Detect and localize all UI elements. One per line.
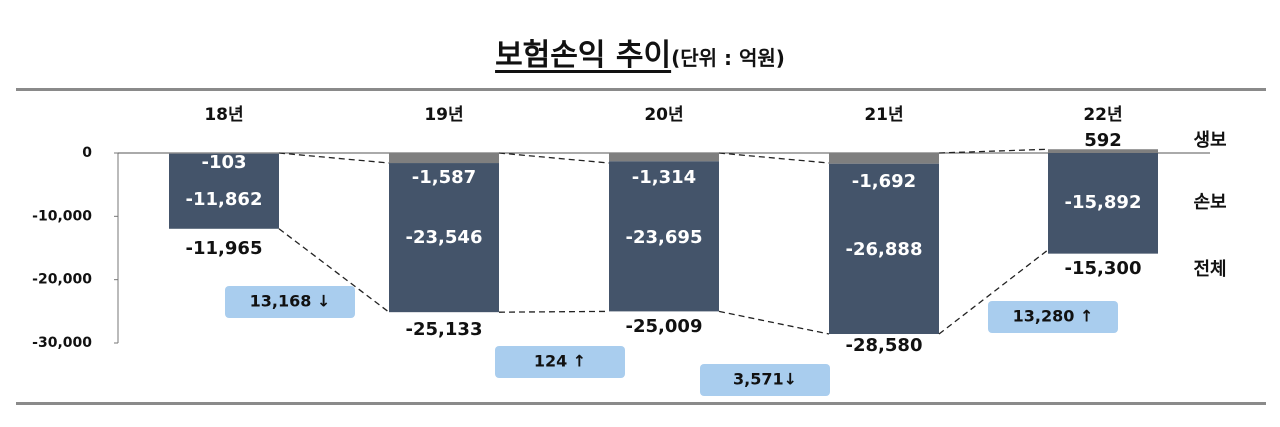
data-label-total: -15,300	[1065, 258, 1142, 279]
bar-life	[829, 153, 939, 164]
data-label-life: 592	[1084, 130, 1122, 151]
change-callout-label: 13,168 ↓	[250, 292, 331, 311]
data-label-total: -11,965	[186, 238, 263, 259]
bar-life	[169, 153, 279, 154]
bar-nonlife	[829, 163, 939, 335]
data-label-nonlife: -15,892	[1065, 192, 1142, 213]
bottom-rule	[16, 402, 1266, 405]
bar-life	[1048, 149, 1158, 153]
change-callout-label: 13,280 ↑	[1013, 307, 1094, 326]
chart-title: 보험손익 추이(단위 : 억원)	[0, 30, 1280, 74]
data-label-total: -25,133	[406, 319, 483, 340]
data-label-life: -1,314	[632, 167, 696, 188]
change-callout-label: 3,571↓	[733, 370, 797, 389]
change-callout	[495, 346, 625, 378]
bar-nonlife	[1048, 153, 1158, 254]
category-label: 18년	[204, 105, 243, 125]
change-callout	[700, 364, 830, 396]
category-label: 21년	[864, 105, 903, 125]
series-label: 손보	[1193, 192, 1226, 213]
data-label-nonlife: -26,888	[846, 239, 923, 260]
data-label-nonlife: -11,862	[186, 189, 263, 210]
bar-life	[609, 153, 719, 162]
data-label-nonlife: -23,695	[626, 227, 703, 248]
data-label-life: -1,587	[412, 167, 476, 188]
bar-life	[389, 153, 499, 164]
connector-line	[278, 152, 390, 164]
data-label-life: -103	[201, 152, 246, 173]
category-label: 19년	[424, 105, 463, 125]
bar-nonlife	[389, 163, 499, 313]
series-label: 전체	[1193, 259, 1226, 280]
data-label-nonlife: -23,546	[406, 227, 483, 248]
category-label: 22년	[1083, 105, 1122, 125]
series-label: 생보	[1193, 130, 1226, 151]
y-tick-label: -10,000	[32, 208, 92, 224]
chart-title-main: 보험손익 추이	[495, 38, 672, 73]
y-tick-label: -30,000	[32, 335, 92, 351]
bar-nonlife	[609, 161, 719, 312]
chart-unit: (단위 : 억원)	[671, 46, 785, 70]
change-callout	[225, 286, 355, 318]
data-label-total: -28,580	[846, 335, 923, 356]
connector-line	[498, 310, 610, 313]
category-label: 20년	[644, 105, 683, 125]
connector-line	[718, 152, 830, 164]
connector-line	[938, 148, 1049, 154]
data-label-total: -25,009	[626, 316, 703, 337]
connector-line	[718, 310, 830, 335]
y-tick-label: -20,000	[32, 272, 92, 288]
connector-line	[278, 228, 390, 313]
connector-line	[938, 249, 1049, 335]
change-callout-label: 124 ↑	[534, 352, 586, 371]
connector-line	[498, 152, 610, 164]
data-label-life: -1,692	[852, 171, 916, 192]
y-tick-label: 0	[82, 145, 92, 161]
bar-nonlife	[169, 153, 279, 229]
change-callout	[988, 301, 1118, 333]
top-rule	[16, 88, 1266, 91]
